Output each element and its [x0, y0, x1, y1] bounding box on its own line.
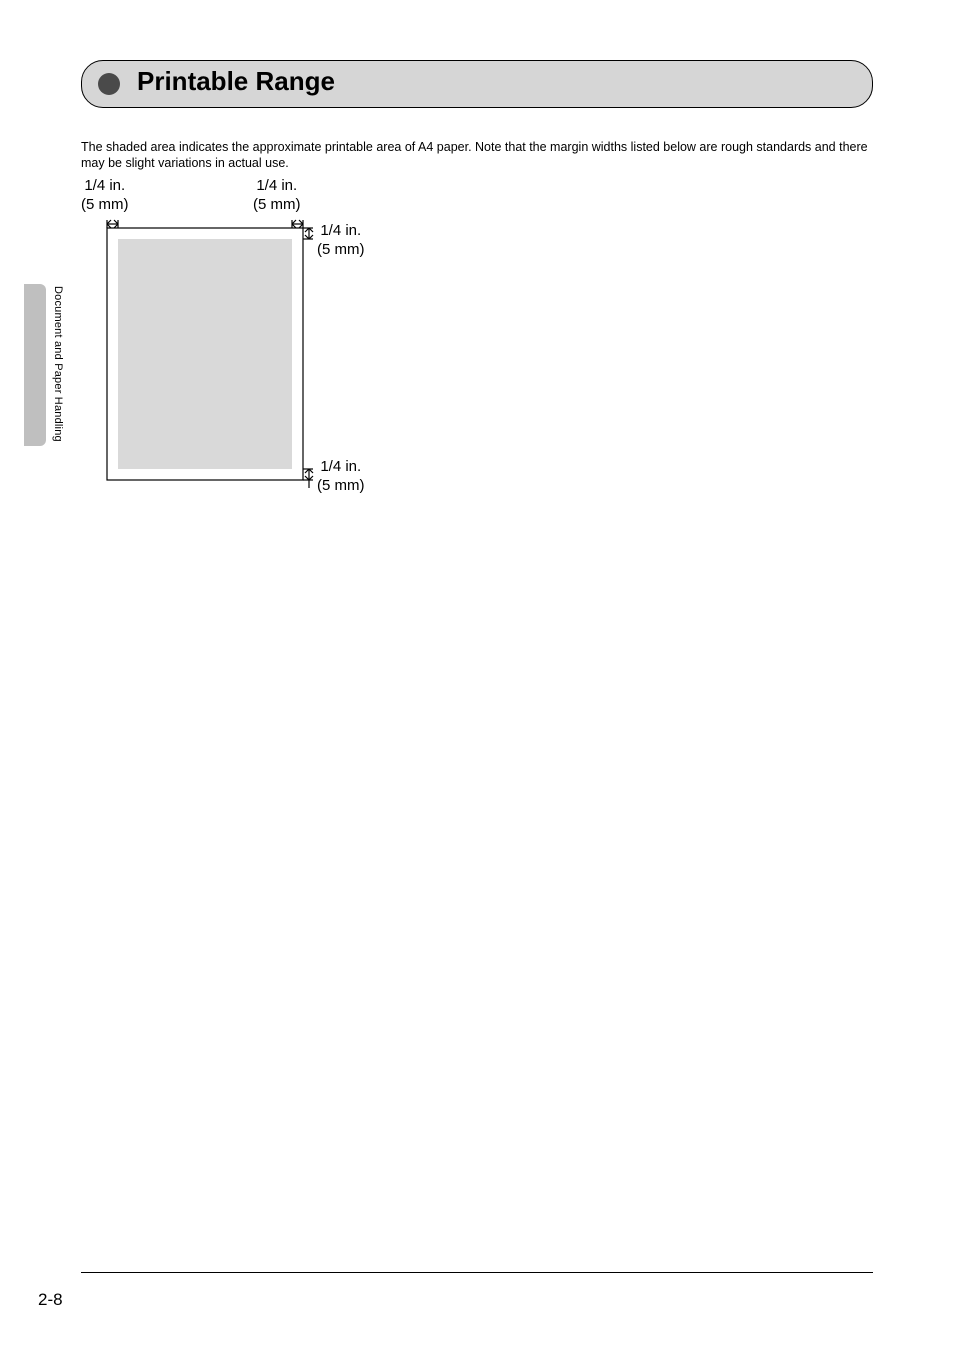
margin-label-top-right: 1/4 in. (5 mm)	[253, 177, 301, 215]
margin-label-top-left: 1/4 in. (5 mm)	[81, 177, 129, 215]
margin-label-line1: 1/4 in.	[320, 222, 361, 239]
side-tab	[24, 284, 46, 446]
margin-label-line1: 1/4 in.	[84, 177, 125, 194]
margin-label-line2: (5 mm)	[317, 477, 365, 494]
margin-label-line1: 1/4 in.	[256, 177, 297, 194]
margin-label-line2: (5 mm)	[81, 196, 129, 213]
footer-rule	[81, 1272, 873, 1273]
margin-label-line2: (5 mm)	[253, 196, 301, 213]
margin-label-right-bottom: 1/4 in. (5 mm)	[317, 458, 365, 496]
margin-label-right-top: 1/4 in. (5 mm)	[317, 222, 365, 260]
section-heading-title: Printable Range	[137, 66, 335, 97]
printable-range-diagram: 1/4 in. (5 mm) 1/4 in. (5 mm) 1/4 in. (5…	[81, 180, 391, 510]
section-heading-bullet-icon	[98, 73, 120, 95]
page-number: 2-8	[38, 1290, 63, 1310]
side-tab-label: Document and Paper Handling	[52, 286, 64, 442]
margin-label-line2: (5 mm)	[317, 241, 365, 258]
margin-label-line1: 1/4 in.	[320, 458, 361, 475]
body-paragraph: The shaded area indicates the approximat…	[81, 139, 873, 172]
